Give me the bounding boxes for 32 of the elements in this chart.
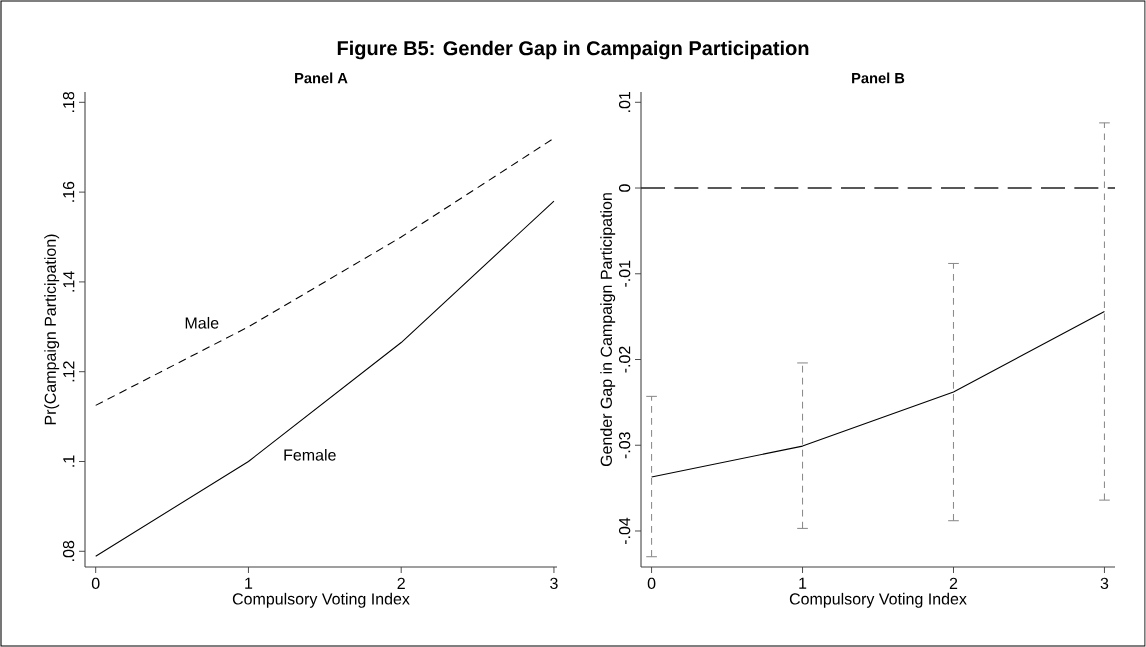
x-tick-label: 0 <box>91 577 100 590</box>
x-tick-label: 0 <box>647 577 656 590</box>
y-axis-title: Pr(Campaign Participation) <box>44 234 60 425</box>
x-tick-label: 1 <box>799 577 807 589</box>
y-tick-label: 0 <box>618 184 631 192</box>
y-tick-label: .1 <box>63 455 75 467</box>
x-axis-title: Compulsory Voting Index <box>232 592 410 608</box>
line-series <box>651 310 1105 478</box>
series-label: Female <box>284 448 336 461</box>
x-axis-title: Compulsory Voting Index <box>789 592 967 608</box>
x-tick-label: 2 <box>949 577 958 589</box>
x-tick-label: 2 <box>397 577 405 589</box>
x-tick-label: 3 <box>1100 577 1109 590</box>
y-tick-label: -.01 <box>618 260 631 287</box>
y-tick-label: .12 <box>63 361 75 382</box>
x-tick-label: 3 <box>550 577 558 590</box>
y-tick-label: .16 <box>62 181 75 202</box>
caption: Figure B5: Gender Gap in Campaign Participation <box>337 40 809 60</box>
line-series <box>95 200 555 557</box>
y-tick-label: .08 <box>62 540 75 561</box>
series-label: Male <box>185 316 219 329</box>
y-tick-label: .14 <box>63 271 75 292</box>
y-axis-title: Gender Gap in Campaign Participation <box>600 193 616 467</box>
chart-title: Panel A <box>295 72 348 84</box>
y-tick-label: -.03 <box>618 432 631 459</box>
y-tick-label: .18 <box>62 91 75 112</box>
y-tick-label: -.02 <box>618 346 631 373</box>
y-tick-label: .01 <box>618 91 631 112</box>
chart-title: Panel B <box>852 72 905 84</box>
x-tick-label: 1 <box>245 577 253 589</box>
y-tick-label: -.04 <box>618 517 631 545</box>
line-series <box>95 137 555 406</box>
